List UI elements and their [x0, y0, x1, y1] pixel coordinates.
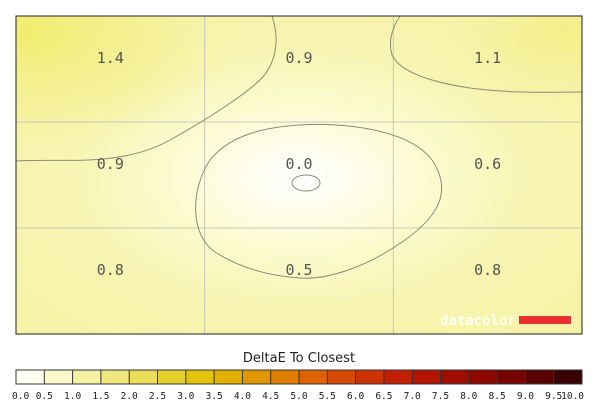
- colorbar-swatch: [44, 370, 74, 384]
- colorbar-swatch: [525, 370, 555, 384]
- contour-line-top-left: [15, 15, 277, 162]
- colorbar-swatch: [497, 370, 526, 384]
- cell-value-label: 0.9: [285, 49, 312, 67]
- cell-value-label: 0.8: [97, 261, 124, 279]
- cell-value-label: 1.1: [474, 49, 501, 67]
- datacolor-watermark: datacolor: [440, 313, 571, 329]
- colorbar: 0.0 0.5 1.0 1.5 2.0 2.5 3.0 3.5 4.0 4.5 5.0 5.5 6.0 6…: [12, 369, 584, 402]
- heatmap-plot-area: 1.4 0.9 1.1 0.9 0.0 0.6 0.8 0.5 0.8 datacolor: [15, 15, 583, 335]
- colorbar-tick-label: 6.0: [347, 391, 364, 402]
- cell-value-label: 0.8: [474, 261, 501, 279]
- colorbar-swatch: [214, 370, 243, 384]
- colorbar-tick-label: 9.0: [517, 391, 534, 402]
- colorbar-tick-label: 7.5: [432, 391, 449, 402]
- colorbar-tick-label: 2.5: [149, 391, 166, 402]
- colorbar-swatch: [327, 370, 357, 384]
- colorbar-swatch: [129, 370, 158, 384]
- colorbar-swatch: [355, 370, 385, 384]
- colorbar-swatch: [383, 370, 413, 384]
- cell-value-label: 0.0: [285, 155, 312, 173]
- colorbar-tick-label: 1.5: [92, 391, 109, 402]
- colorbar-swatch: [440, 370, 470, 384]
- colorbar-swatch: [72, 370, 102, 384]
- contour-line-minimum: [291, 174, 321, 192]
- colorbar-swatch: [412, 370, 441, 384]
- colorbar-tick-label: 6.5: [375, 391, 392, 402]
- colorbar-tick-label: 0.0: [12, 391, 29, 402]
- gridlines: [16, 16, 582, 334]
- colorbar-tick-label: 7.0: [404, 391, 421, 402]
- colorbar-swatch: [16, 370, 45, 384]
- cell-value-label: 0.9: [97, 155, 124, 173]
- colorbar-swatch: [157, 370, 187, 384]
- colorbar-tick-label: 0.5: [36, 391, 53, 402]
- heatmap-frame: [15, 15, 583, 335]
- colorbar-tick-label: 4.0: [234, 391, 251, 402]
- colorbar-swatch: [468, 370, 498, 384]
- colorbar-tick-label: 4.5: [262, 391, 279, 402]
- colorbar-swatch: [299, 370, 328, 384]
- datacolor-logo-text: datacolor: [440, 313, 516, 329]
- datacolor-logo-bar: [519, 316, 571, 324]
- cell-value-label: 0.5: [285, 261, 312, 279]
- contour-lines: [15, 15, 583, 279]
- colorbar-swatch: [270, 370, 300, 384]
- colorbar-tick-label: 2.0: [121, 391, 138, 402]
- colorbar-tick-label: 9.5: [545, 391, 562, 402]
- colorbar-swatch: [242, 370, 272, 384]
- colorbar-tick-label: 8.5: [489, 391, 506, 402]
- colorbar-tick-label: 3.5: [206, 391, 223, 402]
- colorbar-swatch: [185, 370, 215, 384]
- cell-value-label: 1.4: [97, 49, 124, 67]
- heatmap-corner-top-right: [16, 16, 582, 334]
- colorbar-tick-label: 8.0: [460, 391, 477, 402]
- colorbar-tick-label: 1.0: [64, 391, 81, 402]
- colorbar-tick-label: 3.0: [177, 391, 194, 402]
- colorbar-tick-label: 10.0: [561, 391, 584, 402]
- cell-value-label: 0.6: [474, 155, 501, 173]
- colorbar-tick-label: 5.0: [290, 391, 307, 402]
- contour-line-top-right: [389, 15, 583, 93]
- colorbar-title: DeltaE To Closest: [243, 351, 355, 366]
- colorbar-swatch: [100, 370, 130, 384]
- cell-labels: 1.4 0.9 1.1 0.9 0.0 0.6 0.8 0.5 0.8: [97, 49, 501, 279]
- colorbar-tick-label: 5.5: [319, 391, 336, 402]
- colorbar-swatch: [553, 370, 583, 384]
- contour-line-center: [195, 123, 443, 279]
